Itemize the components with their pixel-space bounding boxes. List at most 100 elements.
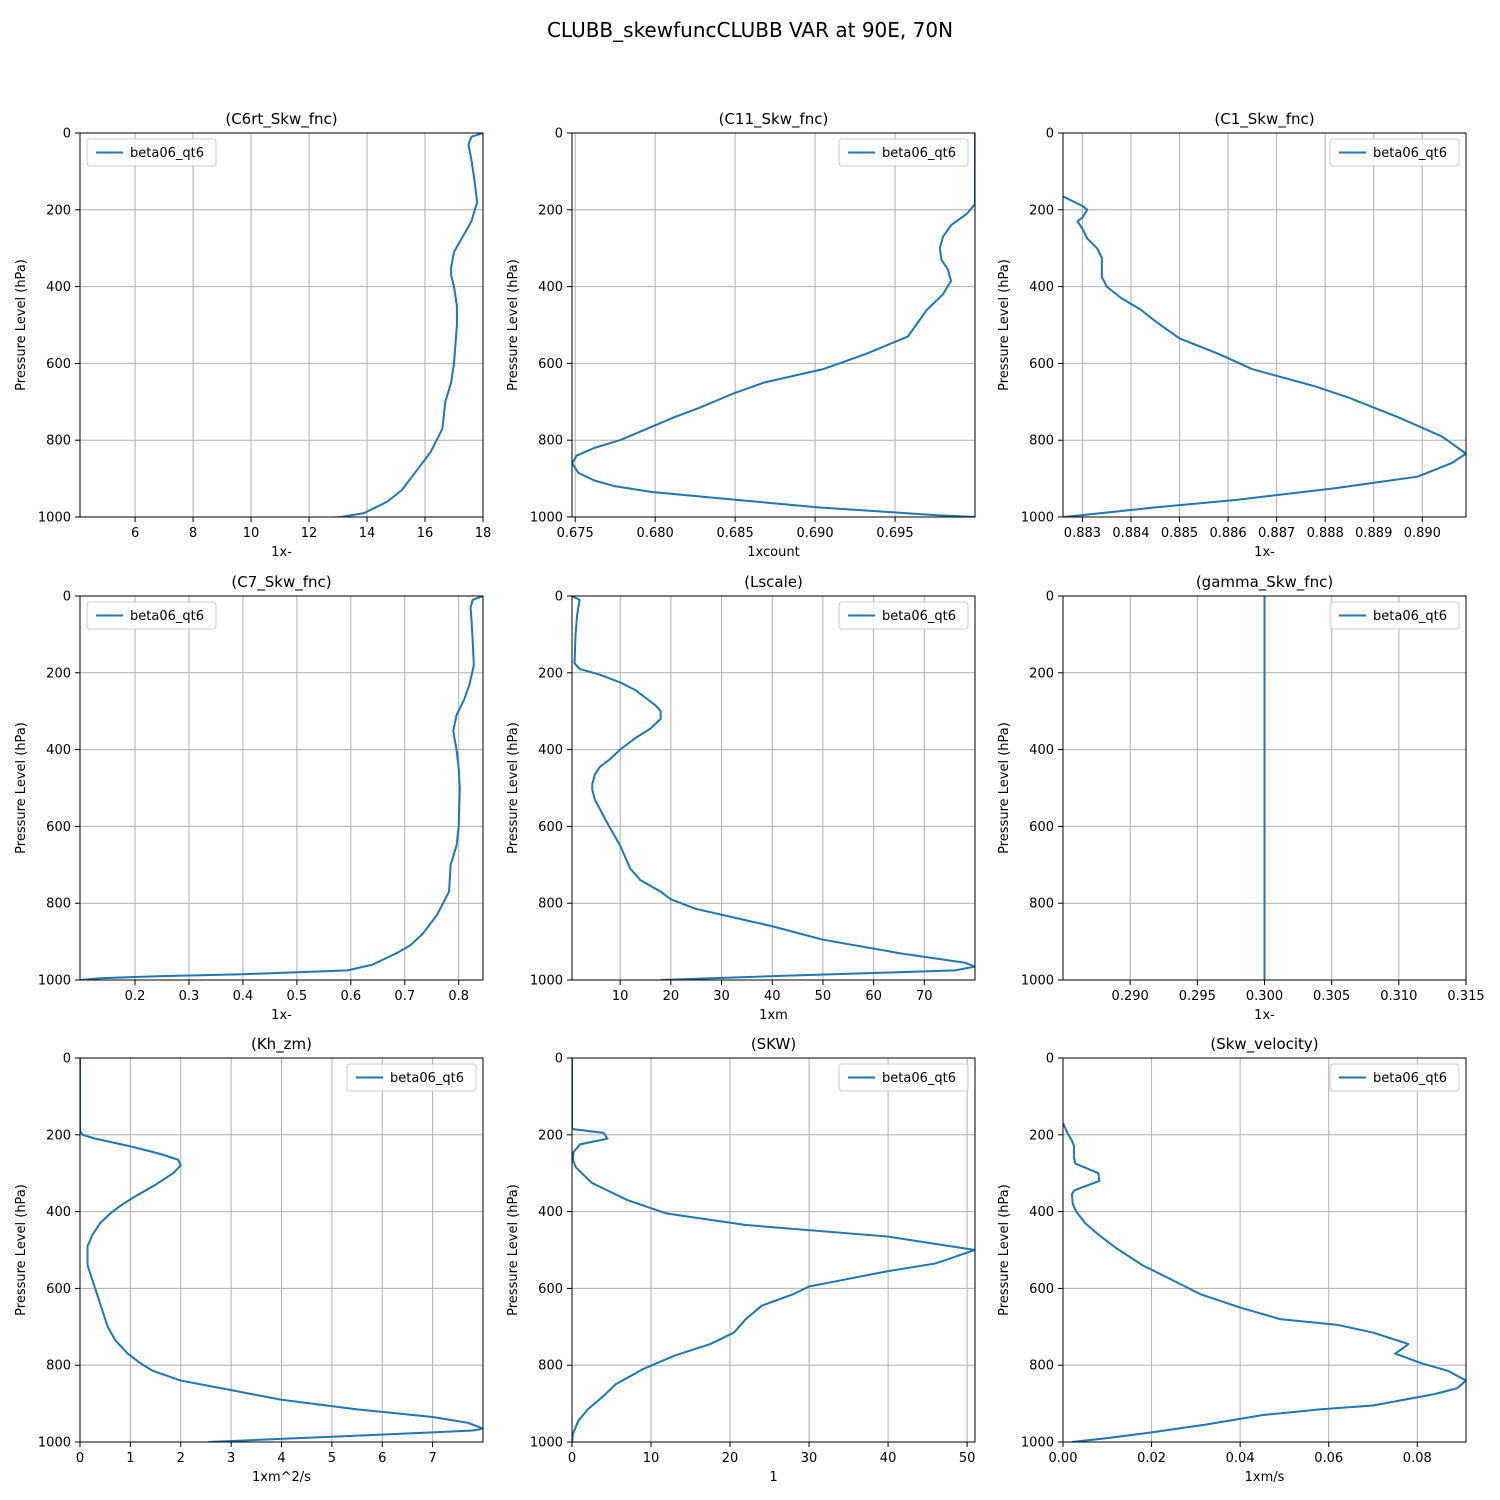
y-axis-label: Pressure Level (hPa) <box>506 722 521 854</box>
chart-panel-4: 0.2 0.3 0.4 0.5 0.6 0.7 0.8 0 200 400 600 800 1000 (C… <box>14 573 484 1023</box>
x-tick-label: 50 <box>959 1451 976 1466</box>
x-tick-label: 0.300 <box>1246 989 1283 1004</box>
x-tick-label: 60 <box>865 989 882 1004</box>
legend-label: beta06_qt6 <box>882 609 956 624</box>
legend-box <box>1329 601 1460 630</box>
x-tick-label: 16 <box>417 526 434 541</box>
x-tick-label: 0.883 <box>1064 526 1101 541</box>
x-tick-label: 14 <box>359 526 376 541</box>
panel-title: (C1_Skw_fnc) <box>1214 110 1314 129</box>
x-tick-label: 0.887 <box>1258 526 1295 541</box>
x-tick-label: 0 <box>76 1451 84 1466</box>
x-tick-label: 0.00 <box>1049 1451 1078 1466</box>
x-tick-label: 12 <box>301 526 318 541</box>
y-tick-label: 0 <box>555 1052 563 1067</box>
x-tick-label: 2 <box>177 1451 185 1466</box>
grid <box>572 595 975 981</box>
x-tick-label: 0.5 <box>287 989 308 1004</box>
x-tick-label: 0.885 <box>1161 526 1198 541</box>
y-tick-label: 0 <box>63 590 71 605</box>
grid <box>1062 1057 1466 1443</box>
chart-panel-8: 0 10 20 30 40 50 0 200 400 600 800 1000 (SKW) 1 Pressu… <box>506 1035 976 1485</box>
x-tick-label: 40 <box>880 1451 897 1466</box>
x-tick-label: 5 <box>328 1451 336 1466</box>
legend-label: beta06_qt6 <box>130 146 204 161</box>
x-tick-label: 0.310 <box>1380 989 1417 1004</box>
legend-label: beta06_qt6 <box>882 1071 956 1086</box>
legend-box <box>346 1063 477 1092</box>
legend: beta06_qt6 <box>346 1063 477 1092</box>
panel-title: (SKW) <box>751 1035 796 1053</box>
x-tick-label: 0.7 <box>394 989 415 1004</box>
y-tick-label: 800 <box>538 897 563 912</box>
legend: beta06_qt6 <box>1329 138 1460 167</box>
grid <box>80 595 483 981</box>
legend: beta06_qt6 <box>838 1063 969 1092</box>
x-tick-label: 20 <box>722 1451 739 1466</box>
series-line-beta06_qt6 <box>572 596 975 980</box>
chart-panel-2: 0.675 0.680 0.685 0.690 0.695 0 200 400 600 800 10… <box>506 110 976 560</box>
panel-title: (Kh_zm) <box>251 1035 312 1054</box>
y-tick-label: 0 <box>555 590 563 605</box>
chart-panel-9: 0.00 0.02 0.04 0.06 0.08 0 200 400 600 800 1000 (Sk… <box>997 1035 1467 1485</box>
x-tick-label: 0.2 <box>125 989 146 1004</box>
legend: beta06_qt6 <box>86 138 217 167</box>
x-axis-label: 1xm <box>759 1008 788 1023</box>
grid <box>79 1057 483 1443</box>
series-line-beta06_qt6 <box>80 1058 483 1442</box>
legend-box <box>838 601 969 630</box>
y-tick-label: 800 <box>46 1359 71 1374</box>
chart-panel-6: 0.290 0.295 0.300 0.305 0.310 0.315 0 200 400 600… <box>997 573 1485 1023</box>
y-tick-label: 400 <box>46 1205 71 1220</box>
x-axis-label: 1x- <box>1254 545 1275 560</box>
x-tick-label: 0 <box>568 1451 576 1466</box>
grid <box>571 1057 975 1443</box>
chart-panel-7: 0 1 2 3 4 5 6 7 0 200 400 600 800 1000 (Kh_zm) 1xm^2/s P… <box>14 1035 484 1485</box>
y-tick-label: 0 <box>1046 590 1054 605</box>
panel-title: (C11_Skw_fnc) <box>719 110 829 129</box>
axes-frame <box>79 132 484 518</box>
axes-frame <box>571 132 976 518</box>
panel-title: (Lscale) <box>744 573 803 591</box>
x-axis-label: 1x- <box>271 1008 292 1023</box>
y-tick-label: 600 <box>1029 1282 1054 1297</box>
series-line-beta06_qt6 <box>325 133 483 517</box>
grid <box>572 132 975 518</box>
x-tick-label: 70 <box>916 989 933 1004</box>
figure-title: CLUBB_skewfuncCLUBB VAR at 90E, 70N <box>547 18 953 42</box>
x-tick-label: 0.6 <box>340 989 361 1004</box>
legend-box <box>1329 138 1460 167</box>
legend: beta06_qt6 <box>1329 1063 1460 1092</box>
y-tick-label: 200 <box>1029 666 1054 681</box>
y-tick-label: 0 <box>1046 127 1054 142</box>
y-tick-label: 400 <box>46 280 71 295</box>
series-line-beta06_qt6 <box>1063 195 1466 517</box>
x-tick-label: 0.889 <box>1355 526 1392 541</box>
y-tick-label: 800 <box>538 1359 563 1374</box>
x-axis-label: 1xcount <box>747 545 799 560</box>
x-tick-label: 10 <box>243 526 260 541</box>
y-tick-label: 800 <box>46 434 71 449</box>
legend: beta06_qt6 <box>1329 601 1460 630</box>
legend-box <box>86 138 217 167</box>
x-tick-label: 0.890 <box>1404 526 1441 541</box>
x-tick-label: 0.685 <box>717 526 754 541</box>
axes-frame <box>79 595 484 981</box>
axes-frame <box>571 1057 976 1443</box>
panel-title: (C6rt_Skw_fnc) <box>225 110 337 129</box>
y-axis-label: Pressure Level (hPa) <box>997 259 1012 391</box>
x-tick-label: 10 <box>612 989 629 1004</box>
axes-frame <box>571 595 976 981</box>
panel-title: (Skw_velocity) <box>1210 1035 1318 1054</box>
y-tick-label: 800 <box>46 897 71 912</box>
x-tick-label: 8 <box>189 526 197 541</box>
legend-box <box>838 1063 969 1092</box>
x-tick-label: 18 <box>475 526 492 541</box>
series-line-beta06_qt6 <box>1063 1122 1466 1442</box>
y-tick-label: 0 <box>555 127 563 142</box>
y-tick-label: 800 <box>1029 897 1054 912</box>
x-tick-label: 0.886 <box>1209 526 1246 541</box>
chart-panel-1: 6 8 10 12 14 16 18 0 200 400 600 800 1000 (C6rt_Skw_f… <box>14 110 491 560</box>
y-axis-label: Pressure Level (hPa) <box>506 259 521 391</box>
x-tick-label: 0.884 <box>1112 526 1149 541</box>
